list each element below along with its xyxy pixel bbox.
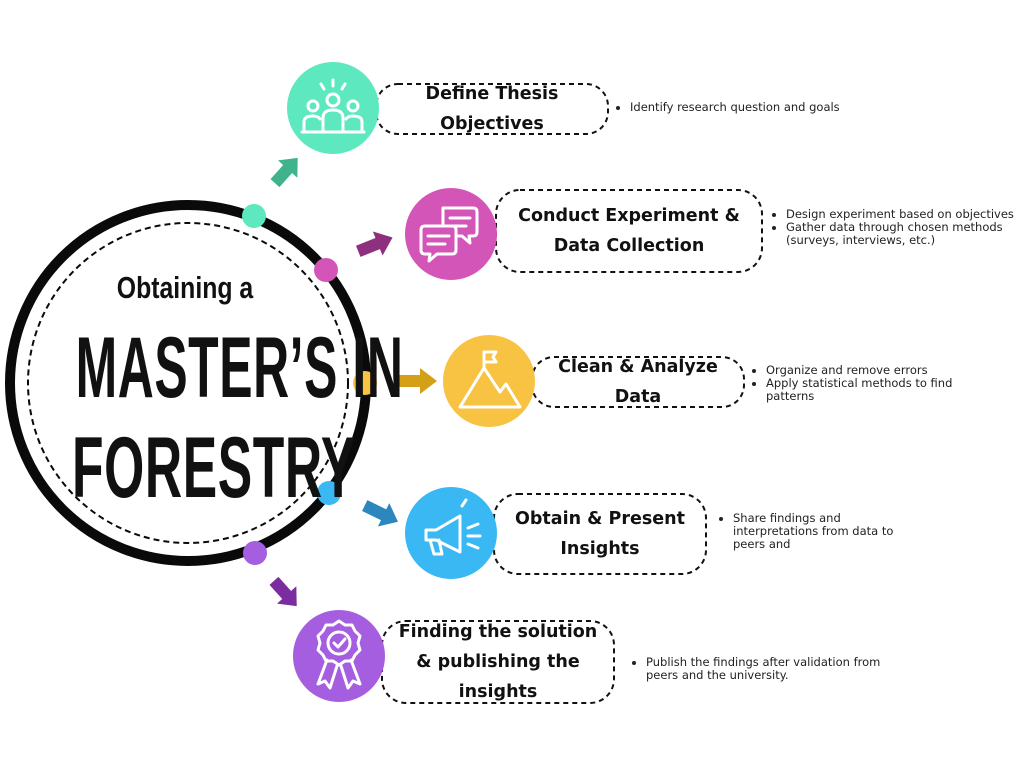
mountain-flag-icon — [458, 350, 522, 409]
step-5-note-1: Publish the findings after validation fr… — [646, 656, 886, 682]
step-3-circle — [443, 335, 535, 427]
step-5-notes: Publish the findings after validation fr… — [632, 656, 886, 682]
ring-dot-5 — [243, 541, 267, 565]
step-3-note-1: Organize and remove errors — [766, 364, 976, 377]
chat-bubbles-icon — [419, 206, 479, 263]
step-4-circle — [405, 487, 497, 579]
step-1-note-1: Identify research question and goals — [630, 101, 930, 114]
step-2-note-1: Design experiment based on objectives — [786, 208, 1024, 221]
step-1-title: Define Thesis Objectives — [425, 84, 559, 134]
step-2-label-box — [495, 189, 763, 273]
hub-title-line-2: FORESTRY — [71, 420, 356, 516]
arrow-1 — [270, 157, 298, 188]
step-3-label-box — [531, 356, 745, 408]
hub-subtitle: Obtaining a — [116, 270, 254, 305]
step-2-note-2: Gather data through chosen methods (surv… — [786, 221, 1024, 247]
megaphone-icon — [424, 498, 482, 556]
step-2-notes: Design experiment based on objectives Ga… — [772, 208, 1024, 247]
arrow-5 — [269, 576, 297, 607]
step-3-notes: Organize and remove errors Apply statist… — [752, 364, 976, 403]
arrow-2 — [355, 231, 393, 257]
hub-title-line-1: MASTER’S IN — [75, 320, 404, 416]
team-people-icon — [300, 78, 366, 134]
step-3-note-2: Apply statistical methods to find patter… — [766, 377, 976, 403]
ring-dot-1 — [242, 204, 266, 228]
step-4-notes: Share findings and interpretations from … — [719, 512, 918, 551]
step-5-title: Finding the solution & publishing the in… — [398, 622, 598, 702]
step-1-circle — [287, 62, 379, 154]
ring-dot-2 — [314, 258, 338, 282]
step-1-notes: Identify research question and goals — [616, 101, 930, 114]
arrow-3 — [399, 368, 437, 394]
ring-dot-4 — [317, 481, 341, 505]
arrow-4 — [362, 500, 398, 527]
step-5-circle — [293, 610, 385, 702]
step-3-title: Clean & Analyze Data — [558, 357, 718, 407]
step-2-title: Conduct Experiment & Data Collection — [518, 206, 740, 256]
ring-dot-3 — [353, 371, 377, 395]
step-4-note-1: Share findings and interpretations from … — [733, 512, 918, 551]
hub-inner-dashed-ring — [27, 222, 349, 544]
award-ribbon-icon — [316, 619, 362, 690]
step-4-title: Obtain & Present Insights — [515, 509, 685, 559]
